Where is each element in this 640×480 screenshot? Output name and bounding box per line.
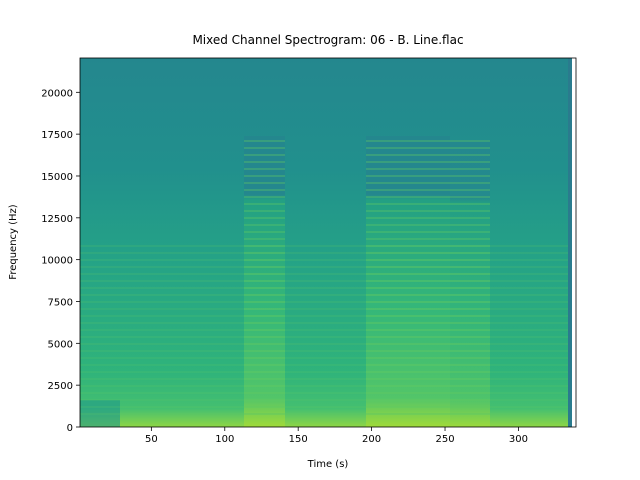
x-tick-label: 100	[215, 434, 234, 445]
y-tick-label: 20000	[41, 88, 73, 99]
x-tick-label: 150	[289, 434, 308, 445]
y-tick-label: 7500	[48, 297, 73, 308]
x-tick-label: 50	[145, 434, 158, 445]
y-tick-label: 5000	[48, 339, 73, 350]
y-tick-label: 17500	[41, 130, 73, 141]
y-axis-label: Frequency (Hz)	[8, 204, 19, 280]
x-tick-label: 250	[435, 434, 454, 445]
x-tick-label: 300	[509, 434, 528, 445]
chart-title: Mixed Channel Spectrogram: 06 - B. Line.…	[192, 33, 463, 47]
spectrogram-image	[80, 58, 572, 427]
y-tick-label: 2500	[48, 381, 73, 392]
axes-frame	[79, 57, 577, 428]
y-tick-label: 0	[67, 423, 73, 434]
y-tick-label: 10000	[41, 256, 73, 267]
x-axis-label: Time (s)	[307, 459, 349, 470]
y-tick-label: 12500	[41, 214, 73, 225]
y-tick-label: 15000	[41, 172, 73, 183]
x-tick-label: 200	[362, 434, 381, 445]
